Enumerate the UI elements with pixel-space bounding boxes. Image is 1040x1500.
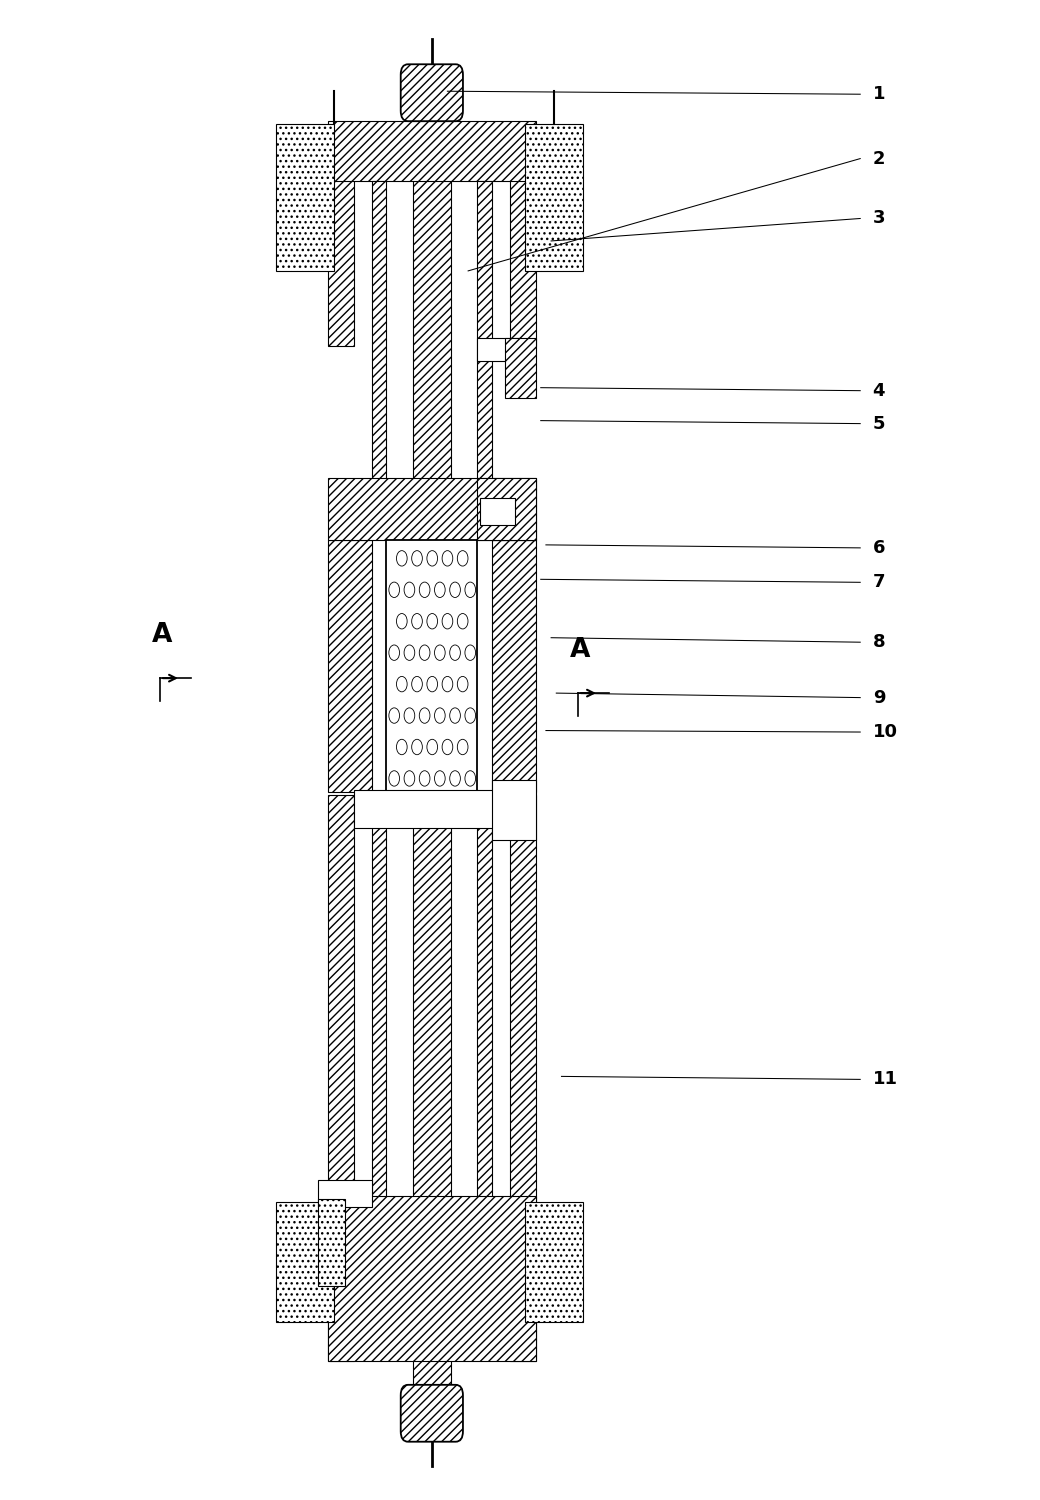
Bar	[328, 122, 536, 182]
Bar	[328, 795, 354, 1360]
Circle shape	[458, 550, 468, 566]
Circle shape	[405, 645, 415, 660]
Circle shape	[465, 771, 475, 786]
Bar	[371, 792, 386, 1198]
Circle shape	[465, 582, 475, 597]
Bar	[492, 780, 536, 840]
Text: A: A	[570, 638, 591, 663]
Circle shape	[449, 708, 461, 723]
Circle shape	[435, 582, 445, 597]
Text: 11: 11	[873, 1071, 898, 1089]
Bar	[477, 477, 536, 540]
Text: 6: 6	[873, 538, 885, 556]
Bar	[525, 124, 583, 272]
Circle shape	[405, 771, 415, 786]
Circle shape	[396, 614, 407, 628]
Circle shape	[442, 740, 452, 754]
Bar	[328, 1196, 536, 1360]
Bar	[477, 339, 521, 360]
Circle shape	[412, 550, 422, 566]
Circle shape	[389, 708, 399, 723]
FancyBboxPatch shape	[400, 64, 463, 122]
Circle shape	[389, 645, 399, 660]
Circle shape	[412, 614, 422, 628]
Circle shape	[426, 740, 438, 754]
Circle shape	[389, 582, 399, 597]
Circle shape	[449, 645, 461, 660]
Circle shape	[449, 582, 461, 597]
Bar	[328, 540, 371, 792]
Circle shape	[405, 708, 415, 723]
Circle shape	[442, 550, 452, 566]
Bar	[525, 1202, 583, 1322]
Bar	[277, 124, 334, 272]
Circle shape	[458, 614, 468, 628]
Text: 5: 5	[873, 414, 885, 432]
Text: A: A	[152, 622, 173, 648]
Circle shape	[405, 582, 415, 597]
Circle shape	[419, 771, 430, 786]
Bar	[492, 540, 536, 792]
Bar	[354, 790, 510, 828]
Circle shape	[458, 676, 468, 692]
Bar	[510, 124, 536, 346]
Circle shape	[465, 645, 475, 660]
Text: 7: 7	[873, 573, 885, 591]
Circle shape	[419, 582, 430, 597]
Circle shape	[465, 708, 475, 723]
Bar	[318, 1198, 344, 1286]
Circle shape	[449, 771, 461, 786]
Bar	[505, 339, 536, 398]
Circle shape	[426, 614, 438, 628]
Circle shape	[435, 645, 445, 660]
Circle shape	[396, 676, 407, 692]
Circle shape	[426, 550, 438, 566]
Text: 4: 4	[873, 381, 885, 399]
Bar	[477, 792, 492, 1198]
Circle shape	[396, 740, 407, 754]
Circle shape	[442, 676, 452, 692]
Text: 3: 3	[873, 210, 885, 228]
Bar	[371, 182, 386, 480]
Circle shape	[442, 614, 452, 628]
Text: 2: 2	[873, 150, 885, 168]
FancyBboxPatch shape	[400, 1384, 463, 1442]
Circle shape	[426, 676, 438, 692]
Circle shape	[435, 708, 445, 723]
Text: 10: 10	[873, 723, 898, 741]
Circle shape	[435, 771, 445, 786]
Circle shape	[419, 708, 430, 723]
Circle shape	[419, 645, 430, 660]
Circle shape	[412, 676, 422, 692]
Bar	[277, 1202, 334, 1322]
Bar	[386, 540, 477, 792]
Bar	[328, 477, 536, 540]
Bar	[413, 99, 450, 1401]
Text: 8: 8	[873, 633, 885, 651]
Circle shape	[389, 771, 399, 786]
Circle shape	[396, 550, 407, 566]
Bar	[328, 124, 354, 346]
Circle shape	[458, 740, 468, 754]
Bar	[510, 795, 536, 1360]
Circle shape	[412, 740, 422, 754]
Bar	[477, 182, 492, 480]
Bar	[318, 1179, 371, 1206]
Bar	[479, 498, 515, 525]
Text: 9: 9	[873, 688, 885, 706]
Text: 1: 1	[873, 86, 885, 104]
